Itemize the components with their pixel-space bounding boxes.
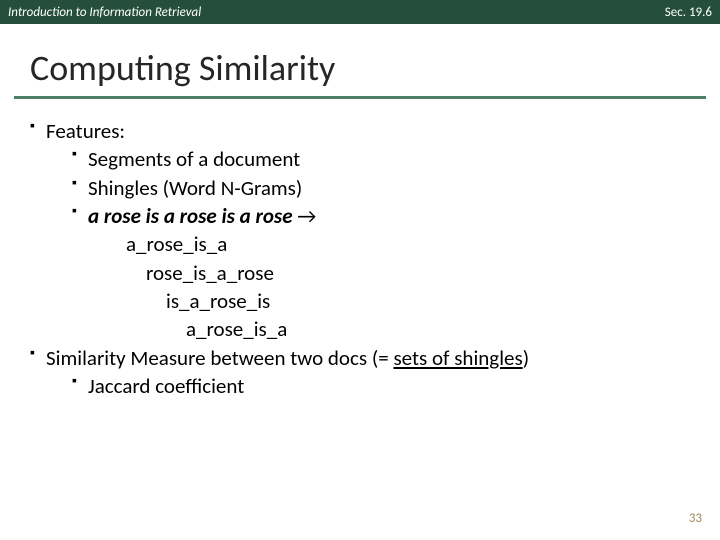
shingle-4: a_rose_is_a [30, 315, 690, 343]
page-number: 33 [689, 511, 702, 526]
section-label: Sec. 19.6 [665, 5, 712, 20]
arrow-icon: → [293, 203, 317, 229]
bullet-similarity: Similarity Measure between two docs (= s… [30, 344, 690, 372]
shingle-3: is_a_rose_is [30, 287, 690, 315]
bullet-shingles: Shingles (Word N-Grams) [30, 174, 690, 202]
bullet-rose-example: a rose is a rose is a rose → [30, 202, 690, 230]
bullet-segments: Segments of a document [30, 145, 690, 173]
slide-title: Computing Similarity [0, 24, 720, 96]
slide-header: Introduction to Information Retrieval Se… [0, 0, 720, 24]
bullet-jaccard: Jaccard coefficient [30, 372, 690, 400]
sim-underline-text: sets of shingles [393, 345, 522, 371]
slide-content: Features: Segments of a document Shingle… [0, 99, 720, 400]
bullet-features: Features: [30, 117, 690, 145]
sim-prefix: Similarity Measure between two docs (= [46, 345, 393, 371]
shingle-1: a_rose_is_a [30, 230, 690, 258]
sim-suffix: ) [523, 345, 529, 371]
course-title: Introduction to Information Retrieval [8, 5, 201, 20]
rose-text: a rose is a rose is a rose [88, 203, 293, 229]
shingle-2: rose_is_a_rose [30, 259, 690, 287]
